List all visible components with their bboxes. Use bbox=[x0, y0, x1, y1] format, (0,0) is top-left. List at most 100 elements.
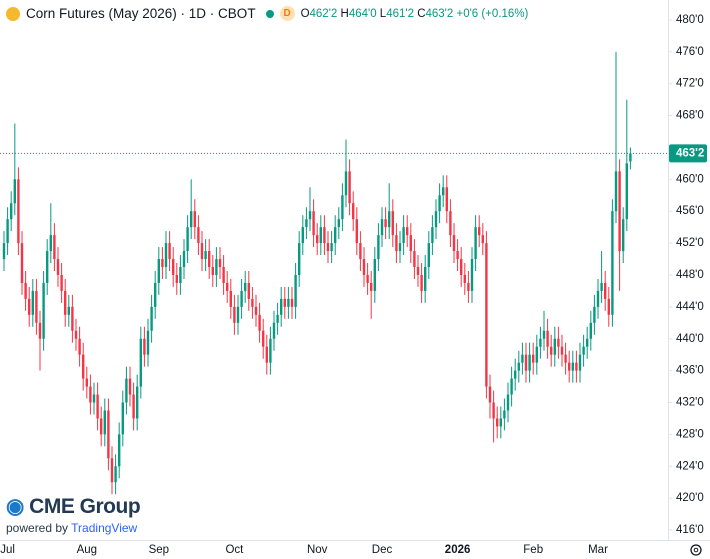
candle-body bbox=[35, 290, 38, 323]
candle-body bbox=[622, 219, 625, 252]
candle-body bbox=[485, 243, 488, 387]
candle-body bbox=[514, 370, 517, 379]
candle-body bbox=[463, 274, 466, 283]
candle-body bbox=[521, 354, 524, 363]
change-pct: (+0.16%) bbox=[481, 7, 529, 20]
candle-body bbox=[532, 354, 535, 363]
candle-body bbox=[355, 219, 358, 244]
candle-body bbox=[49, 235, 52, 252]
candle-body bbox=[406, 227, 409, 236]
candle-body bbox=[28, 298, 31, 315]
candle-body bbox=[182, 251, 186, 268]
candle-body bbox=[67, 306, 70, 315]
candle-body bbox=[449, 211, 452, 236]
candle-body bbox=[618, 171, 621, 252]
powered-text: powered by bbox=[6, 521, 69, 535]
symbol-icon bbox=[6, 6, 20, 21]
candle-body bbox=[125, 378, 128, 403]
candle-body bbox=[294, 274, 297, 307]
candle-body bbox=[456, 251, 459, 260]
x-tick-label: Dec bbox=[372, 544, 393, 556]
candle-body bbox=[53, 235, 56, 260]
candle-body bbox=[262, 330, 265, 347]
candle-body bbox=[139, 338, 142, 387]
candle-body bbox=[204, 251, 207, 260]
candle-body bbox=[553, 338, 556, 355]
candle-body bbox=[614, 171, 618, 212]
ohlc-value: 461'2 bbox=[386, 7, 414, 20]
candle-body bbox=[391, 211, 394, 236]
candle-body bbox=[625, 163, 628, 220]
candle-body bbox=[168, 243, 171, 260]
candle-body bbox=[2, 243, 6, 260]
candle-body bbox=[384, 219, 387, 228]
y-tick-label: 460'0 bbox=[676, 173, 704, 185]
y-tick-label: 452'0 bbox=[676, 237, 704, 249]
candle-body bbox=[179, 267, 182, 283]
candle-body bbox=[110, 458, 114, 483]
y-tick-label: 468'0 bbox=[676, 110, 704, 122]
brand: ◉ CME Group bbox=[6, 495, 141, 518]
candle-body bbox=[85, 378, 88, 387]
candle-body bbox=[550, 346, 553, 355]
candle-body bbox=[118, 434, 121, 467]
candle-body bbox=[215, 259, 218, 275]
y-tick-label: 456'0 bbox=[676, 205, 704, 217]
candle-body bbox=[604, 282, 607, 299]
logo: ◉ CME Group powered by TradingView bbox=[6, 494, 141, 535]
candle-body bbox=[571, 362, 574, 371]
candle-body bbox=[31, 290, 34, 315]
ohlc-value: 462'2 bbox=[309, 7, 338, 20]
candle-body bbox=[434, 211, 438, 228]
candle-body bbox=[100, 418, 103, 435]
y-tick-label: 476'0 bbox=[676, 46, 704, 58]
candle-body bbox=[600, 282, 603, 291]
y-tick-label: 480'0 bbox=[676, 14, 704, 26]
candle-body bbox=[316, 235, 319, 244]
candle-body bbox=[308, 211, 312, 220]
candle-body bbox=[103, 410, 106, 435]
candle-body bbox=[240, 290, 243, 307]
candle-body bbox=[247, 282, 250, 299]
candle-body bbox=[427, 243, 430, 268]
candle-body bbox=[92, 394, 96, 403]
candle-body bbox=[200, 243, 204, 260]
candle-body bbox=[143, 338, 146, 355]
ohlc-value: 464'0 bbox=[348, 7, 377, 20]
candle-body bbox=[6, 219, 9, 244]
x-tick-label: Jul bbox=[0, 544, 15, 556]
y-tick-label: 436'0 bbox=[676, 365, 704, 377]
candle-body bbox=[395, 235, 398, 252]
candle-body bbox=[208, 251, 211, 268]
candle-body bbox=[503, 410, 506, 419]
candle-body bbox=[366, 274, 369, 283]
candle-body bbox=[323, 227, 326, 244]
candle-body bbox=[431, 227, 434, 244]
x-tick-label: Mar bbox=[588, 544, 608, 556]
candle-body bbox=[287, 298, 290, 307]
candle-body bbox=[359, 243, 362, 260]
candle-body bbox=[114, 466, 117, 483]
y-tick-label: 448'0 bbox=[676, 269, 704, 281]
x-tick-label: 2026 bbox=[445, 544, 471, 556]
candle-body bbox=[60, 274, 63, 291]
settings-icon[interactable] bbox=[690, 544, 702, 556]
candle-body bbox=[150, 306, 153, 331]
candle-body bbox=[226, 282, 229, 291]
candle-body bbox=[64, 290, 67, 315]
candle-body bbox=[290, 298, 294, 307]
y-tick-label: 416'0 bbox=[676, 524, 704, 536]
candle-body bbox=[96, 394, 99, 419]
candle-body bbox=[211, 267, 214, 275]
candle-body bbox=[499, 418, 502, 427]
candle-body bbox=[46, 251, 49, 283]
y-tick-label: 440'0 bbox=[676, 333, 704, 345]
candle-body bbox=[578, 354, 582, 371]
candle-body bbox=[445, 187, 448, 212]
candle-body bbox=[190, 211, 193, 228]
candle-body bbox=[611, 211, 614, 315]
brand-text: CME Group bbox=[29, 495, 141, 518]
ohlc-key: H bbox=[340, 7, 349, 20]
candle-body bbox=[74, 330, 78, 339]
